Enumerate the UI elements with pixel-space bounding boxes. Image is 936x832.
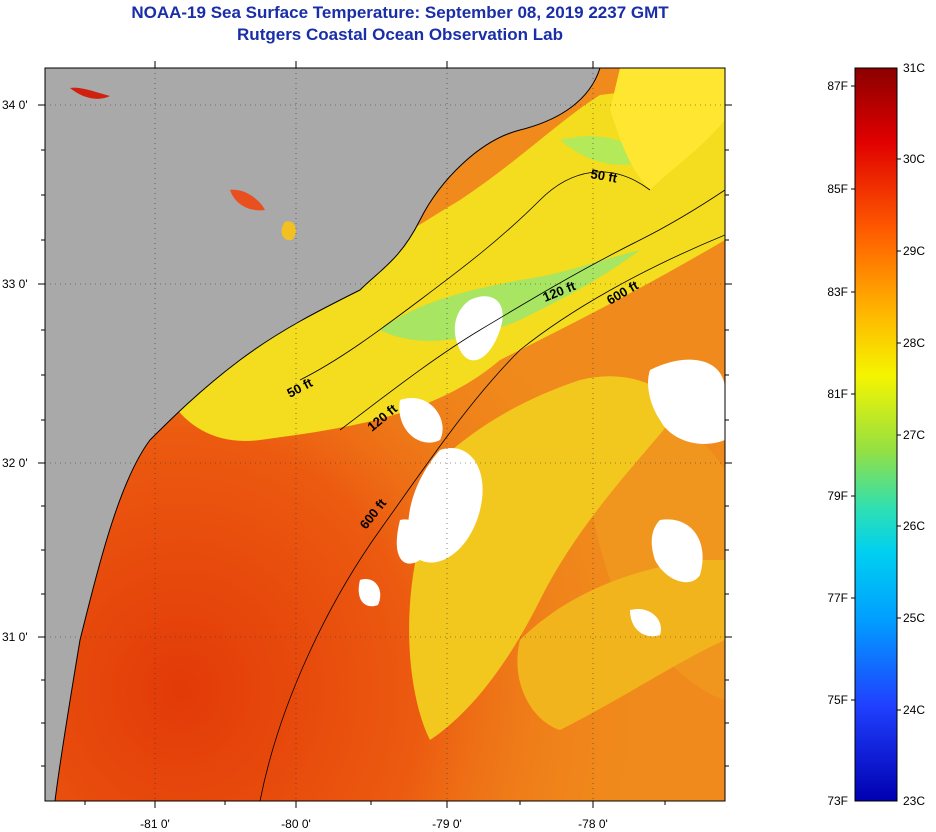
celsius-label: 27C <box>903 428 925 442</box>
celsius-label: 30C <box>903 152 925 166</box>
lat-label: 31 0' <box>2 630 28 644</box>
cloud-patch <box>399 398 443 443</box>
map-panel <box>45 68 725 801</box>
northeast-shelf <box>610 68 725 190</box>
contour-50ft-line <box>299 171 651 381</box>
celsius-label: 25C <box>903 611 925 625</box>
celsius-label: 28C <box>903 336 925 350</box>
fahrenheit-label: 75F <box>827 693 848 707</box>
inland-lake <box>281 221 296 241</box>
lat-ticks <box>38 104 732 767</box>
cold-water-patch <box>380 250 640 341</box>
graticule <box>45 68 725 801</box>
lat-label: 34 0' <box>2 98 28 112</box>
map-title: NOAA-19 Sea Surface Temperature: Septemb… <box>131 3 669 22</box>
cloud-patch <box>408 448 483 563</box>
fahrenheit-label: 81F <box>827 387 848 401</box>
fahrenheit-label: 79F <box>827 489 848 503</box>
cloud-patch <box>358 579 381 607</box>
lon-label: -80 0' <box>281 817 311 831</box>
lon-label: -79 0' <box>432 817 462 831</box>
lon-ticks <box>84 61 666 808</box>
celsius-label: 23C <box>903 794 925 808</box>
inland-lake <box>70 87 110 99</box>
southeast-water <box>517 560 725 730</box>
colorbar-ticks <box>851 85 901 711</box>
cloud-patch-east <box>651 519 703 583</box>
map-frame <box>44 67 726 802</box>
cloud-patch <box>396 519 424 564</box>
contour-label: 50 ft <box>589 166 619 186</box>
lat-label: 32 0' <box>2 456 28 470</box>
fahrenheit-label: 87F <box>827 79 848 93</box>
celsius-label: 24C <box>903 703 925 717</box>
cloud-patch <box>630 609 661 637</box>
contour-600ft-line <box>259 234 725 801</box>
inland-lake <box>230 189 265 211</box>
temperature-colorbar <box>854 67 898 802</box>
cloud-patch <box>454 296 503 361</box>
celsius-label: 31C <box>903 61 925 75</box>
celsius-label: 26C <box>903 519 925 533</box>
cloud-patch-east <box>648 359 725 444</box>
cool-shelf-water <box>170 80 725 441</box>
lat-label: 33 0' <box>2 277 28 291</box>
fahrenheit-label: 85F <box>827 182 848 196</box>
lon-label: -78 0' <box>578 817 608 831</box>
fahrenheit-label: 77F <box>827 591 848 605</box>
lon-label: -81 0' <box>140 817 170 831</box>
cold-water-patch-north <box>560 136 650 165</box>
contour-120ft-line <box>339 189 725 431</box>
celsius-label: 29C <box>903 244 925 258</box>
fahrenheit-label: 83F <box>827 285 848 299</box>
land-mass <box>45 68 600 801</box>
map-subtitle: Rutgers Coastal Ocean Observation Lab <box>237 25 563 44</box>
fahrenheit-label: 73F <box>827 794 848 808</box>
coastline <box>54 68 601 801</box>
